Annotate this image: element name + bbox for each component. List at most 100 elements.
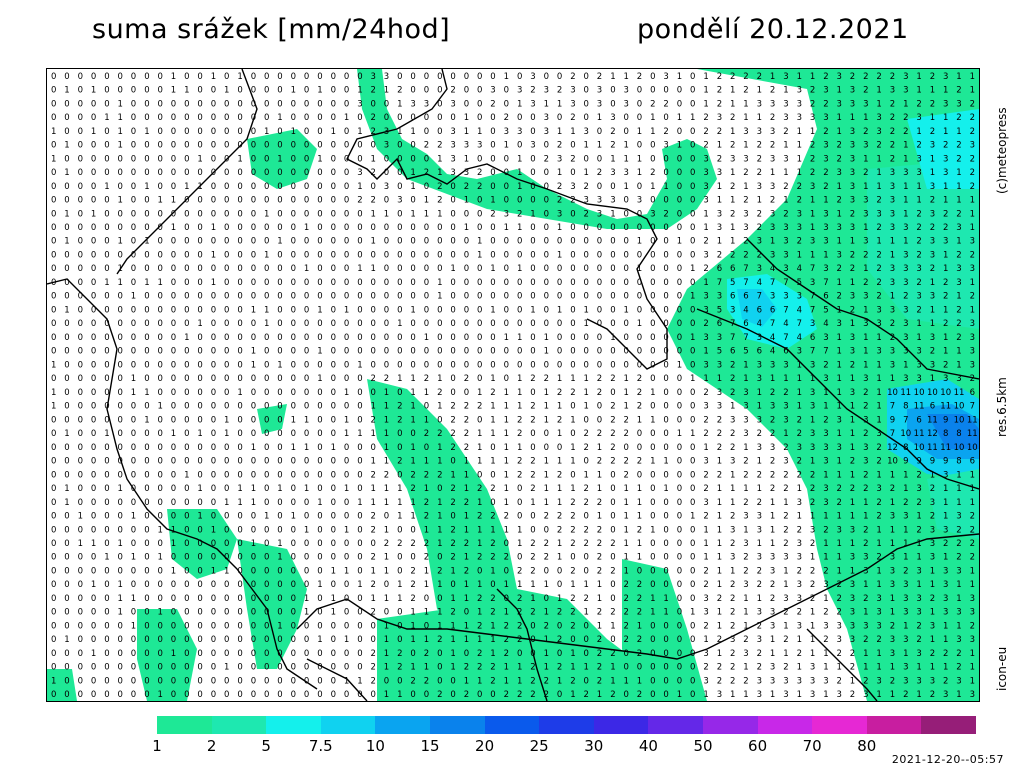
grid-value: 0 <box>663 443 668 453</box>
grid-value: 1 <box>836 360 841 370</box>
grid-value: 3 <box>743 429 748 439</box>
grid-value: 0 <box>477 264 482 274</box>
grid-value: 1 <box>876 402 881 412</box>
grid-value: 0 <box>104 457 109 467</box>
precip-area <box>167 509 237 579</box>
grid-value: 0 <box>677 539 682 549</box>
grid-value: 2 <box>424 649 429 659</box>
grid-value: 0 <box>237 86 242 96</box>
grid-value: 0 <box>157 86 162 96</box>
grid-value: 0 <box>264 223 269 233</box>
grid-value: 0 <box>51 443 56 453</box>
grid-value: 0 <box>331 333 336 343</box>
grid-value: 2 <box>783 512 788 522</box>
grid-value: 2 <box>703 567 708 577</box>
grid-value: 0 <box>437 594 442 604</box>
grid-value: 1 <box>956 237 961 247</box>
grid-value: 0 <box>144 525 149 535</box>
grid-value: 3 <box>916 264 921 274</box>
grid-value: 0 <box>131 209 136 219</box>
grid-value: 0 <box>78 580 83 590</box>
legend-label: 10 <box>365 737 385 755</box>
grid-value: 1 <box>876 525 881 535</box>
grid-value: 0 <box>91 154 96 164</box>
grid-value: 1 <box>517 99 522 109</box>
grid-value: 1 <box>823 690 828 700</box>
grid-value: 6 <box>970 388 975 398</box>
grid-value: 1 <box>370 264 375 274</box>
grid-value: 0 <box>690 567 695 577</box>
grid-value: 2 <box>930 127 935 137</box>
grid-value: 0 <box>690 305 695 315</box>
grid-value: 0 <box>650 621 655 631</box>
grid-value: 1 <box>317 305 322 315</box>
grid-value: 3 <box>850 580 855 590</box>
grid-value: 0 <box>650 635 655 645</box>
grid-value: 2 <box>916 470 921 480</box>
grid-value: 1 <box>970 86 975 96</box>
grid-value: 1 <box>490 374 495 384</box>
grid-value: 3 <box>557 209 562 219</box>
grid-value: 11 <box>900 388 911 398</box>
grid-value: 0 <box>291 594 296 604</box>
grid-value: 2 <box>623 608 628 618</box>
grid-value: 0 <box>690 635 695 645</box>
grid-value: 3 <box>464 168 469 178</box>
grid-value: 0 <box>357 237 362 247</box>
color-legend <box>157 716 976 734</box>
grid-value: 1 <box>836 86 841 96</box>
grid-value: 1 <box>956 72 961 82</box>
grid-value: 2 <box>890 127 895 137</box>
grid-value: 0 <box>450 360 455 370</box>
grid-value: 1 <box>797 251 802 261</box>
grid-value: 3 <box>797 443 802 453</box>
grid-value: 1 <box>357 182 362 192</box>
grid-value: 2 <box>730 580 735 590</box>
grid-value: 1 <box>370 498 375 508</box>
grid-value: 1 <box>730 567 735 577</box>
grid-value: 2 <box>530 457 535 467</box>
grid-value: 2 <box>810 141 815 151</box>
grid-value: 1 <box>304 264 309 274</box>
grid-value: 2 <box>943 319 948 329</box>
grid-value: 0 <box>623 292 628 302</box>
grid-value: 0 <box>424 278 429 288</box>
grid-value: 0 <box>104 374 109 384</box>
grid-value: 1 <box>797 388 802 398</box>
grid-value: 1 <box>370 484 375 494</box>
grid-value: 1 <box>930 608 935 618</box>
grid-value: 0 <box>211 484 216 494</box>
grid-value: 3 <box>357 168 362 178</box>
grid-value: 2 <box>490 209 495 219</box>
grid-value: 2 <box>850 360 855 370</box>
grid-value: 1 <box>797 127 802 137</box>
grid-value: 3 <box>850 388 855 398</box>
grid-value: 0 <box>464 264 469 274</box>
grid-value: 0 <box>583 621 588 631</box>
grid-value: 2 <box>570 525 575 535</box>
grid-value: 3 <box>810 402 815 412</box>
grid-value: 3 <box>783 553 788 563</box>
grid-value: 0 <box>677 567 682 577</box>
grid-value: 3 <box>597 99 602 109</box>
grid-value: 0 <box>410 196 415 206</box>
grid-value: 0 <box>277 319 282 329</box>
grid-value: 0 <box>344 690 349 700</box>
grid-value: 2 <box>836 196 841 206</box>
grid-value: 3 <box>930 182 935 192</box>
grid-value: 1 <box>384 388 389 398</box>
grid-value: 0 <box>397 182 402 192</box>
grid-value: 2 <box>730 141 735 151</box>
grid-value: 0 <box>211 580 216 590</box>
grid-value: 1 <box>903 154 908 164</box>
grid-value: 1 <box>703 223 708 233</box>
grid-value: 1 <box>424 567 429 577</box>
grid-value: 1 <box>890 498 895 508</box>
grid-value: 2 <box>490 512 495 522</box>
grid-value: 3 <box>757 360 762 370</box>
grid-value: 0 <box>410 72 415 82</box>
grid-value: 0 <box>117 553 122 563</box>
grid-value: 3 <box>850 621 855 631</box>
grid-value: 3 <box>890 512 895 522</box>
grid-value: 3 <box>903 635 908 645</box>
